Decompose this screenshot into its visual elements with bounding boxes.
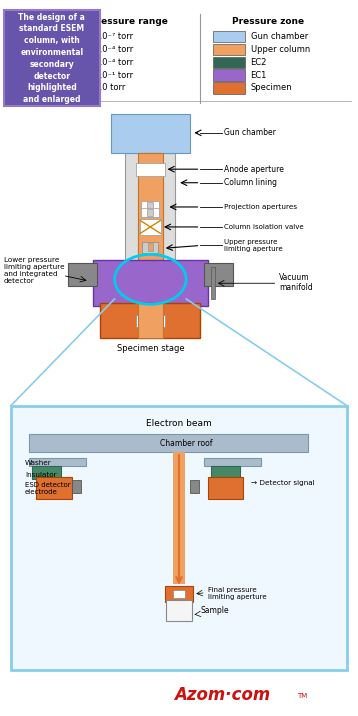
Text: Insulator: Insulator xyxy=(25,472,57,478)
Text: Specimen stage: Specimen stage xyxy=(117,344,184,352)
Bar xyxy=(93,260,208,306)
Bar xyxy=(68,263,97,286)
Text: Column isolation valve: Column isolation valve xyxy=(224,224,303,230)
Bar xyxy=(213,69,245,81)
Bar xyxy=(29,435,308,453)
Bar xyxy=(142,242,158,253)
Bar xyxy=(36,477,72,498)
Bar xyxy=(211,466,240,478)
Text: 10⁻¹ torr: 10⁻¹ torr xyxy=(97,71,133,79)
Bar xyxy=(138,170,163,327)
Bar xyxy=(166,600,192,621)
Bar xyxy=(165,586,193,602)
Bar xyxy=(213,31,245,42)
Bar xyxy=(136,163,165,175)
Bar xyxy=(173,590,185,599)
Text: Chamber roof: Chamber roof xyxy=(160,439,212,448)
Bar xyxy=(29,458,86,467)
Bar xyxy=(140,219,161,235)
Bar xyxy=(138,302,163,338)
Text: Projection apertures: Projection apertures xyxy=(224,204,297,210)
Bar xyxy=(204,458,261,467)
Text: ESD detector
electrode: ESD detector electrode xyxy=(25,482,71,495)
Bar xyxy=(125,153,175,274)
Bar xyxy=(213,82,245,94)
Bar xyxy=(213,44,245,55)
Text: EC1: EC1 xyxy=(251,71,267,79)
Text: Pressure range: Pressure range xyxy=(90,17,168,26)
Text: Column lining: Column lining xyxy=(224,178,277,187)
Text: Vacuum
manifold: Vacuum manifold xyxy=(279,273,313,292)
Bar xyxy=(141,208,159,217)
Text: Anode aperture: Anode aperture xyxy=(224,165,284,174)
Bar xyxy=(213,57,245,68)
Text: Pressure zone: Pressure zone xyxy=(232,17,305,26)
Text: TM: TM xyxy=(297,693,308,699)
Text: 10⁻⁷ torr: 10⁻⁷ torr xyxy=(97,32,133,41)
Bar xyxy=(141,201,159,210)
Text: 10 torr: 10 torr xyxy=(97,83,125,92)
Bar xyxy=(32,466,61,478)
Text: Washer: Washer xyxy=(25,460,52,466)
Bar xyxy=(190,480,199,493)
Bar xyxy=(204,263,233,286)
Text: → Detector signal: → Detector signal xyxy=(251,480,314,486)
Bar xyxy=(148,243,153,251)
Bar xyxy=(147,209,153,216)
Text: 10⁻⁴ torr: 10⁻⁴ torr xyxy=(97,45,133,54)
Bar xyxy=(111,114,190,153)
Text: Specimen: Specimen xyxy=(251,83,292,92)
Bar xyxy=(72,480,81,493)
Bar xyxy=(136,315,165,327)
Bar xyxy=(147,202,153,209)
Text: Upper pressure
limiting aperture: Upper pressure limiting aperture xyxy=(224,239,282,252)
Bar xyxy=(138,153,163,274)
Text: EC2: EC2 xyxy=(251,58,267,67)
Text: Final pressure
limiting aperture: Final pressure limiting aperture xyxy=(208,587,266,600)
Text: Gun chamber: Gun chamber xyxy=(224,128,276,137)
Bar xyxy=(140,153,161,170)
Bar xyxy=(11,406,347,669)
Bar xyxy=(4,10,100,107)
Bar xyxy=(211,267,215,299)
Text: 10⁻⁴ torr: 10⁻⁴ torr xyxy=(97,58,133,67)
Bar xyxy=(173,453,185,584)
Bar xyxy=(100,302,200,338)
Text: Electron beam: Electron beam xyxy=(146,419,212,428)
Text: The design of a
standard ESEM
column, with
environmental
secondary
detector
high: The design of a standard ESEM column, wi… xyxy=(19,12,85,104)
Text: Gun chamber: Gun chamber xyxy=(251,32,308,41)
Text: Upper column: Upper column xyxy=(251,45,310,54)
Text: Lower pressure
limiting aperture
and integrated
detector: Lower pressure limiting aperture and int… xyxy=(4,257,64,284)
Text: Azom·com: Azom·com xyxy=(174,686,270,704)
Bar xyxy=(208,477,243,498)
Text: Sample: Sample xyxy=(200,606,229,615)
